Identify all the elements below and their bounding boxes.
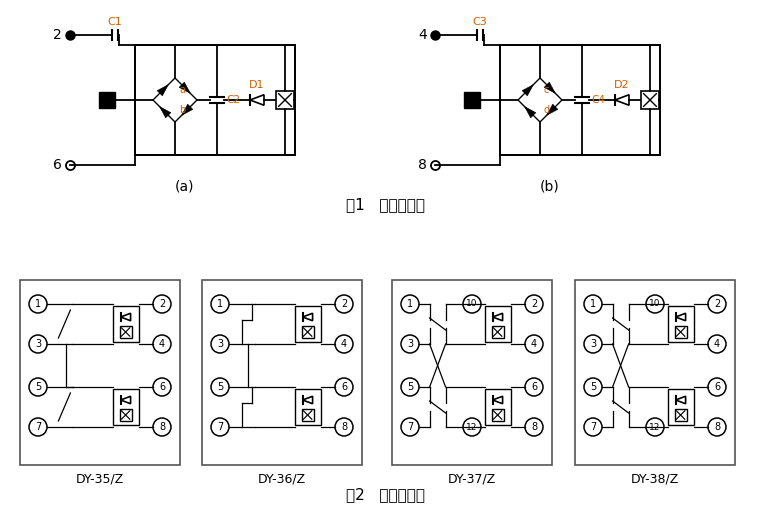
Text: 2: 2 [53,28,62,42]
Text: 1: 1 [35,299,41,309]
Text: C4: C4 [591,95,605,105]
Text: 8: 8 [159,422,165,432]
Bar [113,389,139,425]
Bar [492,409,503,421]
Polygon shape [522,85,534,96]
Bar [99,92,115,108]
Text: 3: 3 [217,339,223,349]
Text: d: d [544,105,550,115]
Text: 5: 5 [407,382,413,392]
Bar [120,326,132,338]
Text: 4: 4 [341,339,347,349]
Text: 5: 5 [590,382,596,392]
Polygon shape [180,82,190,93]
Text: 图2   端子接线图: 图2 端子接线图 [345,487,425,502]
Text: 7: 7 [407,422,413,432]
Bar [392,280,552,465]
Text: 2: 2 [531,299,537,309]
Bar [20,280,180,465]
Text: 10: 10 [649,299,661,309]
Text: 2: 2 [714,299,720,309]
Bar [113,306,139,342]
Text: 1: 1 [590,299,596,309]
Text: a: a [179,85,185,95]
Bar [668,389,694,425]
Text: 1: 1 [407,299,413,309]
Text: 2: 2 [159,299,165,309]
Text: DY-38/Z: DY-38/Z [631,473,679,486]
Polygon shape [547,104,557,115]
Text: 4: 4 [714,339,720,349]
Text: 6: 6 [341,382,347,392]
Polygon shape [157,85,168,96]
Polygon shape [182,104,193,115]
Text: DY-36/Z: DY-36/Z [258,473,306,486]
Text: 1: 1 [217,299,223,309]
Text: D1: D1 [249,80,264,90]
Text: 图1   内部接线图: 图1 内部接线图 [345,197,425,212]
Text: 5: 5 [217,382,223,392]
Text: DY-37/Z: DY-37/Z [448,473,496,486]
Text: DY-35/Z: DY-35/Z [76,473,124,486]
Bar [485,306,510,342]
Text: D2: D2 [614,80,630,90]
Polygon shape [525,107,536,118]
Text: 7: 7 [217,422,223,432]
Text: 7: 7 [590,422,596,432]
Text: 6: 6 [531,382,537,392]
Text: C3: C3 [473,17,487,27]
Bar [500,45,660,155]
Bar [492,326,503,338]
Text: 2: 2 [341,299,347,309]
Text: (a): (a) [175,180,195,194]
Text: b: b [179,105,185,115]
Text: C1: C1 [108,17,123,27]
Text: 12: 12 [466,423,478,432]
Text: 3: 3 [590,339,596,349]
Text: 3: 3 [407,339,413,349]
Text: C2: C2 [226,95,240,105]
Text: 7: 7 [35,422,41,432]
Bar [464,92,480,108]
Bar [641,91,659,109]
Bar [295,306,321,342]
Text: 6: 6 [159,382,165,392]
Text: c: c [544,85,550,95]
Bar [301,326,314,338]
Text: 4: 4 [159,339,165,349]
Bar [202,280,362,465]
Text: 4: 4 [531,339,537,349]
Text: 6: 6 [53,158,62,172]
Bar [295,389,321,425]
Bar [485,389,510,425]
Text: 8: 8 [531,422,537,432]
Bar [675,326,687,338]
Polygon shape [160,107,170,118]
Bar [301,409,314,421]
Text: 5: 5 [35,382,41,392]
Text: 8: 8 [418,158,427,172]
Bar [675,409,687,421]
Bar [575,280,735,465]
Bar [135,45,295,155]
Polygon shape [544,82,555,93]
Text: (b): (b) [540,180,560,194]
Text: 3: 3 [35,339,41,349]
Text: 6: 6 [714,382,720,392]
Text: 12: 12 [649,423,661,432]
Text: 8: 8 [341,422,347,432]
Bar [120,409,132,421]
Text: 4: 4 [418,28,427,42]
Bar [668,306,694,342]
Bar [276,91,294,109]
Text: 8: 8 [714,422,720,432]
Text: 10: 10 [466,299,478,309]
